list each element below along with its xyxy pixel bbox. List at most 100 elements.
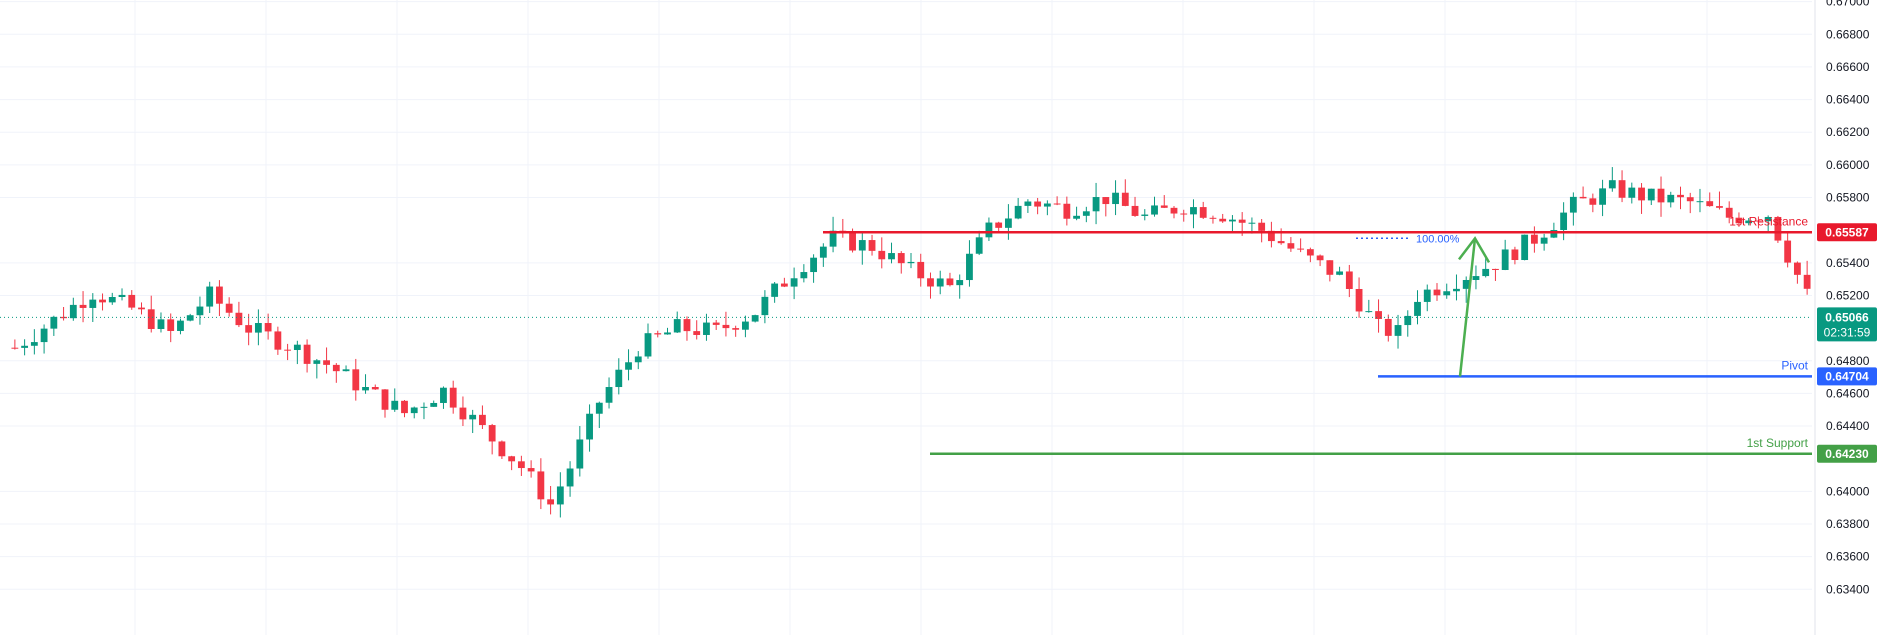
candle-body bbox=[1131, 205, 1139, 216]
candle-body bbox=[1141, 214, 1149, 216]
candle bbox=[1433, 283, 1441, 301]
candle-body bbox=[196, 306, 204, 316]
candle bbox=[293, 340, 301, 365]
candle-body bbox=[1677, 194, 1684, 198]
candle bbox=[1735, 212, 1743, 227]
candle-body bbox=[147, 309, 155, 329]
candle-body bbox=[1540, 237, 1548, 244]
candle-body bbox=[634, 356, 642, 363]
candle-body bbox=[157, 319, 165, 329]
candle bbox=[40, 324, 48, 354]
candle bbox=[1180, 209, 1188, 222]
candle-body bbox=[1482, 268, 1490, 277]
candle-body bbox=[693, 331, 701, 335]
candle bbox=[1414, 290, 1421, 325]
candle-body bbox=[138, 307, 145, 310]
candle bbox=[1326, 260, 1334, 282]
candle-body bbox=[985, 222, 993, 238]
current-price-text: 0.65066 bbox=[1825, 310, 1869, 324]
candle-body bbox=[664, 332, 671, 335]
candle-body bbox=[712, 322, 720, 325]
candle bbox=[790, 267, 798, 300]
candle-body bbox=[1384, 318, 1392, 336]
candle bbox=[508, 455, 516, 471]
candle-body bbox=[332, 364, 340, 372]
candle-body bbox=[128, 294, 136, 308]
candle bbox=[498, 440, 506, 459]
candle bbox=[1618, 170, 1626, 203]
candle-body bbox=[391, 400, 399, 410]
candle bbox=[1511, 246, 1519, 265]
candle-body bbox=[1530, 234, 1538, 244]
candle-body bbox=[342, 369, 350, 372]
candle bbox=[1423, 284, 1431, 312]
candle bbox=[1141, 209, 1149, 221]
candle bbox=[1345, 264, 1353, 298]
candle bbox=[1394, 314, 1402, 349]
candle bbox=[1043, 200, 1051, 216]
candle-body bbox=[1043, 203, 1051, 207]
candle bbox=[858, 231, 866, 265]
candle-body bbox=[654, 333, 662, 335]
candle bbox=[615, 358, 623, 395]
candle bbox=[946, 272, 954, 287]
candle-body bbox=[576, 439, 584, 469]
candle bbox=[352, 358, 360, 401]
candle-body bbox=[771, 283, 779, 297]
candle-body bbox=[235, 312, 243, 326]
candle-body bbox=[1287, 243, 1295, 249]
candle bbox=[1550, 222, 1558, 239]
candle-body bbox=[975, 237, 983, 254]
candle-body bbox=[40, 328, 48, 343]
candle-body bbox=[381, 389, 389, 410]
candle-body bbox=[1034, 201, 1042, 207]
candle-body bbox=[1394, 325, 1402, 336]
price-tick-label: 0.66600 bbox=[1826, 60, 1870, 74]
candle bbox=[712, 319, 720, 330]
candle bbox=[69, 297, 77, 321]
candle bbox=[956, 274, 964, 299]
candle-body bbox=[780, 283, 788, 287]
candle-body bbox=[742, 321, 749, 330]
candle-body bbox=[99, 299, 106, 303]
candle-body bbox=[1277, 241, 1285, 244]
candle bbox=[284, 343, 292, 361]
candle-body bbox=[313, 360, 321, 364]
candle bbox=[1248, 217, 1256, 234]
candle-body bbox=[498, 441, 506, 457]
candle bbox=[1764, 215, 1772, 232]
candle-body bbox=[1667, 194, 1675, 203]
candle bbox=[547, 486, 555, 515]
candle-body bbox=[430, 402, 438, 407]
candle-body bbox=[1180, 213, 1188, 215]
candle-body bbox=[1696, 201, 1704, 203]
candle bbox=[1404, 310, 1412, 337]
candle bbox=[1375, 299, 1382, 333]
candle-body bbox=[469, 414, 477, 420]
candle bbox=[985, 217, 993, 241]
candle bbox=[1677, 186, 1684, 210]
candle-body bbox=[1404, 315, 1412, 326]
candle bbox=[1170, 206, 1178, 219]
candle bbox=[1316, 254, 1324, 267]
candle-body bbox=[673, 319, 681, 333]
candle-body bbox=[1443, 291, 1451, 296]
candle-body bbox=[1326, 260, 1334, 275]
candle-body bbox=[401, 400, 408, 414]
candle bbox=[1121, 179, 1129, 207]
candle-body bbox=[352, 369, 360, 391]
candle bbox=[459, 396, 467, 426]
candle-body bbox=[1365, 311, 1373, 313]
candle bbox=[722, 311, 730, 337]
price-axis[interactable]: 0.67000 0.66800 0.66600 0.66400 0.66200 0.660… bbox=[1814, 0, 1877, 635]
candle bbox=[1696, 188, 1704, 213]
candle-body bbox=[1433, 289, 1441, 296]
candle-body bbox=[1511, 249, 1519, 261]
candle bbox=[1638, 183, 1645, 214]
candle-body bbox=[878, 250, 886, 260]
candle bbox=[897, 251, 905, 274]
candle bbox=[654, 330, 662, 338]
candle-body bbox=[732, 328, 740, 330]
